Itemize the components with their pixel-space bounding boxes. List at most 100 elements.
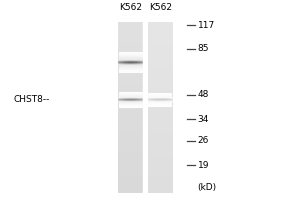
Bar [118, 130, 143, 132]
Bar [118, 171, 143, 173]
Bar [118, 153, 143, 154]
Bar [119, 67, 143, 68]
Bar [148, 98, 172, 99]
Bar [119, 58, 143, 59]
Bar [148, 109, 173, 110]
Bar [148, 42, 173, 44]
Bar [148, 191, 173, 193]
Bar [148, 173, 173, 174]
Bar [118, 167, 143, 169]
Text: K562: K562 [119, 3, 142, 12]
Bar [118, 66, 143, 68]
Bar [119, 64, 143, 65]
Bar [118, 149, 143, 150]
Bar [118, 119, 143, 120]
Bar [118, 45, 143, 46]
Bar [119, 95, 143, 96]
Bar [148, 190, 173, 191]
Bar [148, 44, 173, 45]
Bar [119, 69, 143, 70]
Bar [148, 54, 173, 55]
Bar [118, 140, 143, 142]
Bar [119, 54, 143, 55]
Bar [118, 86, 143, 88]
Bar [118, 180, 143, 181]
Bar [148, 69, 173, 71]
Bar [148, 184, 173, 186]
Bar [118, 105, 143, 106]
Bar [148, 93, 173, 95]
Bar [148, 119, 173, 120]
Bar [148, 164, 173, 166]
Bar [148, 75, 173, 76]
Bar [118, 39, 143, 41]
Bar [148, 56, 173, 58]
Bar [148, 140, 173, 142]
Bar [119, 59, 143, 60]
Bar [118, 136, 143, 137]
Bar [148, 66, 173, 68]
Bar [118, 125, 143, 126]
Bar [119, 105, 143, 106]
Bar [119, 101, 143, 102]
Bar [148, 176, 173, 177]
Bar [148, 34, 173, 35]
Bar [118, 174, 143, 176]
Bar [118, 68, 143, 69]
Bar [118, 142, 143, 143]
Bar [118, 166, 143, 167]
Bar [148, 147, 173, 149]
Bar [148, 127, 173, 129]
Bar [148, 170, 173, 171]
Bar [118, 76, 143, 78]
Text: (kD): (kD) [198, 183, 217, 192]
Bar [118, 154, 143, 156]
Bar [118, 113, 143, 115]
Bar [118, 157, 143, 159]
Bar [148, 96, 172, 97]
Bar [118, 58, 143, 59]
Bar [148, 25, 173, 27]
Bar [148, 149, 173, 150]
Bar [118, 25, 143, 27]
Bar [148, 106, 173, 108]
Bar [118, 144, 143, 146]
Bar [148, 102, 172, 103]
Bar [119, 68, 143, 69]
Bar [148, 144, 173, 146]
Bar [148, 159, 173, 160]
Bar [148, 122, 173, 123]
Bar [119, 66, 143, 67]
Bar [118, 156, 143, 157]
Bar [118, 63, 143, 65]
Bar [148, 112, 173, 113]
Bar [118, 164, 143, 166]
Bar [118, 90, 143, 92]
Bar [148, 93, 172, 94]
Bar [148, 27, 173, 28]
Bar [118, 78, 143, 79]
Bar [148, 104, 172, 105]
Bar [118, 88, 143, 89]
Bar [119, 62, 143, 63]
Bar [119, 100, 143, 101]
Bar [118, 96, 143, 98]
Bar [148, 106, 172, 107]
Bar [119, 96, 143, 97]
Bar [118, 115, 143, 116]
Bar [118, 41, 143, 42]
Bar [118, 184, 143, 186]
Bar [119, 102, 143, 103]
Bar [148, 105, 173, 106]
Bar [118, 24, 143, 25]
Bar [118, 83, 143, 85]
Bar [148, 73, 173, 75]
Bar [148, 98, 173, 99]
Bar [148, 59, 173, 61]
Bar [148, 108, 173, 109]
Bar [118, 108, 143, 109]
Bar [118, 109, 143, 110]
Bar [118, 181, 143, 183]
Bar [148, 55, 173, 56]
Bar [148, 41, 173, 42]
